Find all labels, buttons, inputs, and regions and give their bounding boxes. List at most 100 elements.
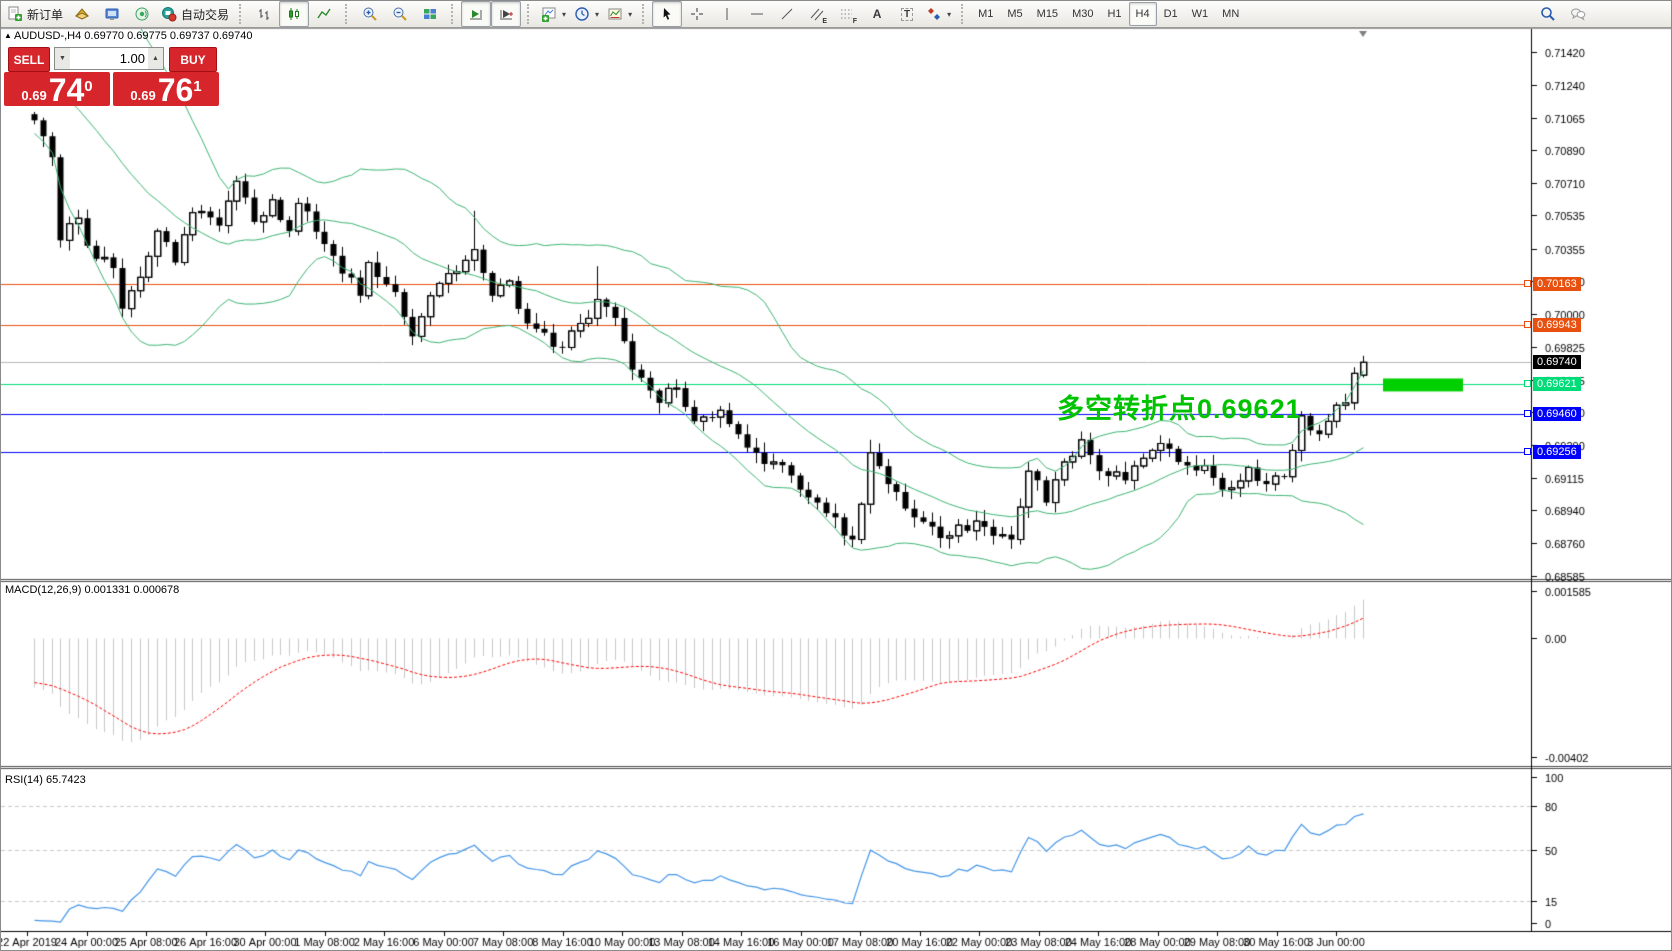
fibonacci-button[interactable]: F xyxy=(832,1,862,27)
sell-button[interactable]: SELL xyxy=(8,47,50,72)
volume-decrease-button[interactable]: ▼ xyxy=(55,48,70,69)
templates-icon xyxy=(607,6,623,22)
line-chart-icon xyxy=(316,6,332,22)
price-line-badge: 0.70163 xyxy=(1533,277,1581,291)
toolbar-separator xyxy=(642,4,647,24)
sell-price-prefix: 0.69 xyxy=(21,88,47,103)
one-click-collapse-icon[interactable]: ▲ xyxy=(4,31,12,40)
timeframe-m30[interactable]: M30 xyxy=(1072,8,1094,20)
line-chart-button[interactable] xyxy=(309,1,339,27)
chart-canvas[interactable] xyxy=(1,28,1671,950)
metaeditor-icon xyxy=(74,6,90,22)
toolbar-separator xyxy=(961,4,966,24)
tile-windows-button[interactable] xyxy=(415,1,445,27)
price-line-badge: 0.69943 xyxy=(1533,318,1581,332)
auto-trading-icon xyxy=(161,6,177,22)
volume-increase-button[interactable]: ▲ xyxy=(148,48,163,69)
tile-windows-icon xyxy=(422,6,438,22)
terminal-icon xyxy=(104,6,120,22)
toolbar-separator xyxy=(451,4,456,24)
hline-anchor-marker[interactable] xyxy=(1524,448,1531,455)
toolbar-separator xyxy=(239,4,244,24)
fibonacci-icon: F xyxy=(839,6,857,25)
volume-spinner: ▼ ▲ xyxy=(54,47,164,70)
timeframe-mn[interactable]: MN xyxy=(1222,8,1240,20)
bar-chart-icon xyxy=(256,6,272,22)
chart-shift-icon xyxy=(498,6,514,22)
periods-clock-icon xyxy=(574,6,590,22)
chart-shift-button[interactable] xyxy=(491,1,522,27)
price-line-badge: 0.69740 xyxy=(1533,355,1581,369)
rsi-indicator-label: RSI(14) 65.7423 xyxy=(5,774,86,786)
candlestick-button[interactable] xyxy=(279,1,310,27)
new-chart-icon xyxy=(541,6,557,22)
chevron-down-icon: ▾ xyxy=(562,9,567,19)
equidistant-channel-button[interactable]: E xyxy=(802,1,832,27)
signals-button[interactable] xyxy=(127,1,157,27)
hline-anchor-marker[interactable] xyxy=(1524,380,1531,387)
chevron-down-icon: ▾ xyxy=(947,9,952,19)
arrows-button[interactable]: ▾ xyxy=(922,1,955,27)
vertical-line-button[interactable] xyxy=(712,1,742,27)
new-order-label: 新订单 xyxy=(27,7,64,22)
timeframe-m15[interactable]: M15 xyxy=(1036,8,1059,20)
text-label-icon: T xyxy=(901,7,914,21)
zoom-out-button[interactable] xyxy=(385,1,415,27)
arrows-icon xyxy=(926,6,942,22)
zoom-in-icon xyxy=(362,6,378,22)
vertical-line-icon xyxy=(719,6,735,22)
chat-bubbles-icon xyxy=(1570,6,1586,22)
toolbar-separator xyxy=(345,4,350,24)
one-click-trade-panel: SELL ▼ ▲ BUY 0.69 74 0 0.69 76 1 xyxy=(4,45,219,107)
sell-price-pip: 0 xyxy=(84,78,93,95)
zoom-in-button[interactable] xyxy=(355,1,385,27)
new-chart-button[interactable]: ▾ xyxy=(537,1,570,27)
community-button[interactable] xyxy=(1563,1,1593,27)
price-line-badge: 0.69256 xyxy=(1533,445,1581,459)
horizontal-line-button[interactable] xyxy=(742,1,772,27)
new-order-button[interactable]: 新订单 xyxy=(3,1,67,27)
timeframe-w1[interactable]: W1 xyxy=(1191,8,1209,20)
timeframe-h1[interactable]: H1 xyxy=(1107,8,1122,20)
metaeditor-button[interactable] xyxy=(67,1,97,27)
hline-anchor-marker[interactable] xyxy=(1524,410,1531,417)
buy-price-prefix: 0.69 xyxy=(130,88,156,103)
symbol-ohlc-info: AUDUSD-,H4 0.69770 0.69775 0.69737 0.697… xyxy=(14,30,253,42)
buy-price-pip: 1 xyxy=(193,78,202,95)
sell-price-box[interactable]: 0.69 74 0 xyxy=(4,72,110,106)
trendline-icon xyxy=(779,6,795,22)
hline-anchor-marker[interactable] xyxy=(1524,321,1531,328)
timeframe-h4[interactable]: H4 xyxy=(1128,2,1157,26)
new-order-icon xyxy=(7,6,23,22)
text-label-button[interactable]: T xyxy=(892,1,922,27)
buy-price-big: 76 xyxy=(157,72,194,108)
auto-trading-label: 自动交易 xyxy=(181,7,230,22)
cursor-button[interactable] xyxy=(652,1,683,27)
timeframe-m5[interactable]: M5 xyxy=(1007,8,1023,20)
volume-input[interactable] xyxy=(70,48,148,69)
trendline-button[interactable] xyxy=(772,1,802,27)
signals-icon xyxy=(134,6,150,22)
toolbar-separator xyxy=(527,4,532,24)
auto-trading-button[interactable]: 自动交易 xyxy=(157,1,233,27)
timeframe-m1[interactable]: M1 xyxy=(978,8,994,20)
templates-button[interactable]: ▾ xyxy=(603,1,636,27)
cursor-icon xyxy=(659,6,675,22)
crosshair-button[interactable] xyxy=(682,1,712,27)
channel-icon: E xyxy=(809,6,828,25)
hline-anchor-marker[interactable] xyxy=(1524,280,1531,287)
periods-button[interactable]: ▾ xyxy=(570,1,603,27)
bar-chart-button[interactable] xyxy=(249,1,279,27)
buy-button[interactable]: BUY xyxy=(169,47,217,72)
timeframe-d1[interactable]: D1 xyxy=(1163,8,1178,20)
auto-scroll-button[interactable] xyxy=(461,1,492,27)
channel-letter: E xyxy=(822,18,828,25)
pivot-annotation: 多空转折点0.69621 xyxy=(1057,394,1302,424)
toolbar: 新订单 自动交易 xyxy=(1,1,1671,28)
search-button[interactable] xyxy=(1533,1,1563,27)
text-button[interactable]: A xyxy=(862,1,892,27)
terminal-button[interactable] xyxy=(97,1,127,27)
buy-price-box[interactable]: 0.69 76 1 xyxy=(113,72,219,106)
text-icon: A xyxy=(872,7,882,21)
